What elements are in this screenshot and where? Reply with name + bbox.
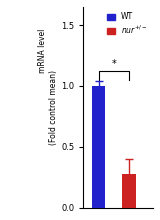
Text: mRNA level: mRNA level (38, 29, 48, 73)
Bar (122, 174, 136, 207)
Text: *: * (111, 59, 116, 69)
Y-axis label: (Fold control mean): (Fold control mean) (49, 70, 58, 145)
Bar (92, 86, 105, 207)
Legend: WT, $\mathit{nur}^{+/-}$: WT, $\mathit{nur}^{+/-}$ (106, 11, 149, 38)
